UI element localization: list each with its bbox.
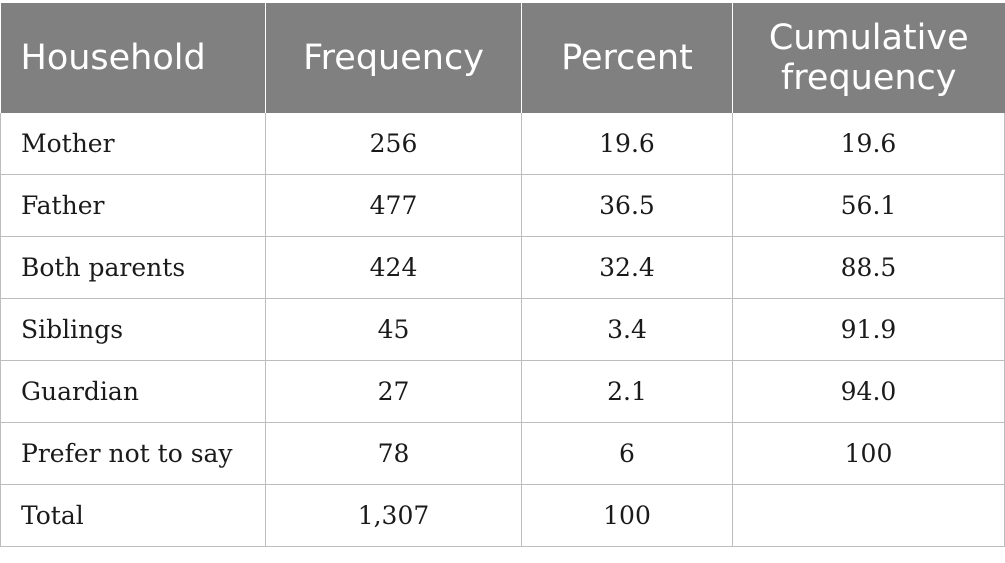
- cell-frequency: 256: [265, 113, 522, 175]
- cell-percent: 19.6: [521, 113, 733, 175]
- cell-frequency: 477: [265, 174, 522, 237]
- table-header: Household Frequency Percent Cumulative f…: [0, 3, 1005, 113]
- table-body: Mother 256 19.6 19.6 Father 477 36.5 56.…: [0, 113, 1005, 547]
- cell-percent: 36.5: [521, 174, 733, 237]
- header-cumulative-frequency: Cumulative frequency: [732, 3, 1005, 113]
- cell-cumulative: 94.0: [732, 360, 1005, 423]
- table-row-guardian: Guardian 27 2.1 94.0: [0, 360, 1005, 423]
- table-row-prefer-not-to-say: Prefer not to say 78 6 100: [0, 422, 1005, 485]
- cell-percent: 6: [521, 422, 733, 485]
- cell-cumulative: 19.6: [732, 113, 1005, 175]
- header-row: Household Frequency Percent Cumulative f…: [0, 3, 1005, 113]
- cell-household: Mother: [0, 113, 266, 175]
- table-row-mother: Mother 256 19.6 19.6: [0, 113, 1005, 175]
- cell-household: Both parents: [0, 236, 266, 299]
- cell-household: Father: [0, 174, 266, 237]
- household-frequency-table: Household Frequency Percent Cumulative f…: [0, 3, 1005, 547]
- cell-cumulative: 56.1: [732, 174, 1005, 237]
- cell-percent: 3.4: [521, 298, 733, 361]
- header-percent: Percent: [521, 3, 733, 113]
- cell-cumulative: 91.9: [732, 298, 1005, 361]
- table-row-siblings: Siblings 45 3.4 91.9: [0, 298, 1005, 361]
- header-frequency: Frequency: [265, 3, 522, 113]
- cell-frequency: 1,307: [265, 484, 522, 547]
- cell-household: Siblings: [0, 298, 266, 361]
- cell-percent: 2.1: [521, 360, 733, 423]
- cell-household: Guardian: [0, 360, 266, 423]
- header-cumulative-line-1: Cumulative: [768, 18, 969, 58]
- cell-household: Prefer not to say: [0, 422, 266, 485]
- cell-frequency: 45: [265, 298, 522, 361]
- cell-cumulative: 88.5: [732, 236, 1005, 299]
- table-row-total: Total 1,307 100: [0, 484, 1005, 547]
- cell-cumulative: 100: [732, 422, 1005, 485]
- cell-household: Total: [0, 484, 266, 547]
- cell-percent: 32.4: [521, 236, 733, 299]
- table-row-both-parents: Both parents 424 32.4 88.5: [0, 236, 1005, 299]
- cell-percent: 100: [521, 484, 733, 547]
- cell-frequency: 78: [265, 422, 522, 485]
- cell-frequency: 424: [265, 236, 522, 299]
- header-household: Household: [0, 3, 266, 113]
- header-cumulative-line-2: frequency: [780, 58, 957, 98]
- cell-frequency: 27: [265, 360, 522, 423]
- cell-cumulative: [732, 484, 1005, 547]
- table-row-father: Father 477 36.5 56.1: [0, 174, 1005, 237]
